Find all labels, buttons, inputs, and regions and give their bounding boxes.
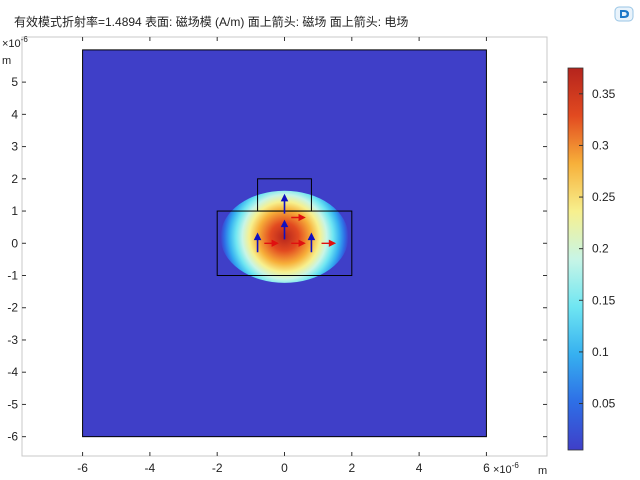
- comsol-logo-icon[interactable]: [614, 5, 634, 23]
- colorbar-tick-label: 0.15: [592, 293, 616, 307]
- electric-field-arrow: [291, 239, 306, 247]
- y-tick-label: -3: [7, 333, 18, 347]
- electric-field-arrow: [291, 213, 306, 222]
- y-axis-multiplier: ×10-6: [2, 35, 28, 50]
- y-tick-label: -1: [7, 269, 18, 283]
- x-tick-label: -4: [145, 461, 156, 475]
- y-tick-label: 0: [11, 236, 18, 250]
- y-tick-label: -5: [7, 397, 18, 411]
- colorbar: [567, 67, 584, 451]
- colorbar-tick-label: 0.35: [592, 87, 616, 101]
- domain-border: [82, 49, 487, 438]
- y-tick-label: 4: [11, 107, 18, 121]
- y-tick-label: 3: [11, 140, 18, 154]
- y-tick-label: -4: [7, 365, 18, 379]
- x-tick-label: -2: [212, 461, 223, 475]
- plot-title: 有效模式折射率=1.4894 表面: 磁场模 (A/m) 面上箭头: 磁场 面上…: [14, 15, 409, 29]
- electric-field-arrow: [264, 239, 279, 247]
- colorbar-tick-label: 0.1: [592, 345, 609, 359]
- colorbar-tick-label: 0.3: [592, 138, 609, 152]
- x-tick-label: 4: [416, 461, 423, 475]
- y-tick-label: 2: [11, 172, 18, 186]
- x-axis-multiplier: ×10-6: [493, 461, 519, 476]
- x-tick-label: 2: [348, 461, 355, 475]
- colorbar-tick-label: 0.05: [592, 397, 616, 411]
- y-tick-label: -6: [7, 430, 18, 444]
- magnetic-field-arrow: [307, 232, 316, 253]
- x-tick-label: -6: [77, 461, 88, 475]
- x-axis-unit: m: [538, 465, 547, 477]
- y-tick-label: 5: [11, 75, 18, 89]
- y-tick-label: 1: [11, 204, 18, 218]
- magnetic-field-arrow: [280, 193, 289, 214]
- x-tick-label: 0: [281, 461, 288, 475]
- x-tick-label: 6: [483, 461, 490, 475]
- y-axis-unit: m: [2, 55, 11, 67]
- magnetic-field-arrow: [280, 219, 289, 240]
- colorbar-tick-label: 0.2: [592, 242, 609, 256]
- magnetic-field-arrow: [253, 232, 262, 253]
- colorbar-tick-label: 0.25: [592, 190, 616, 204]
- electric-field-arrow: [321, 239, 337, 247]
- y-tick-label: -2: [7, 301, 18, 315]
